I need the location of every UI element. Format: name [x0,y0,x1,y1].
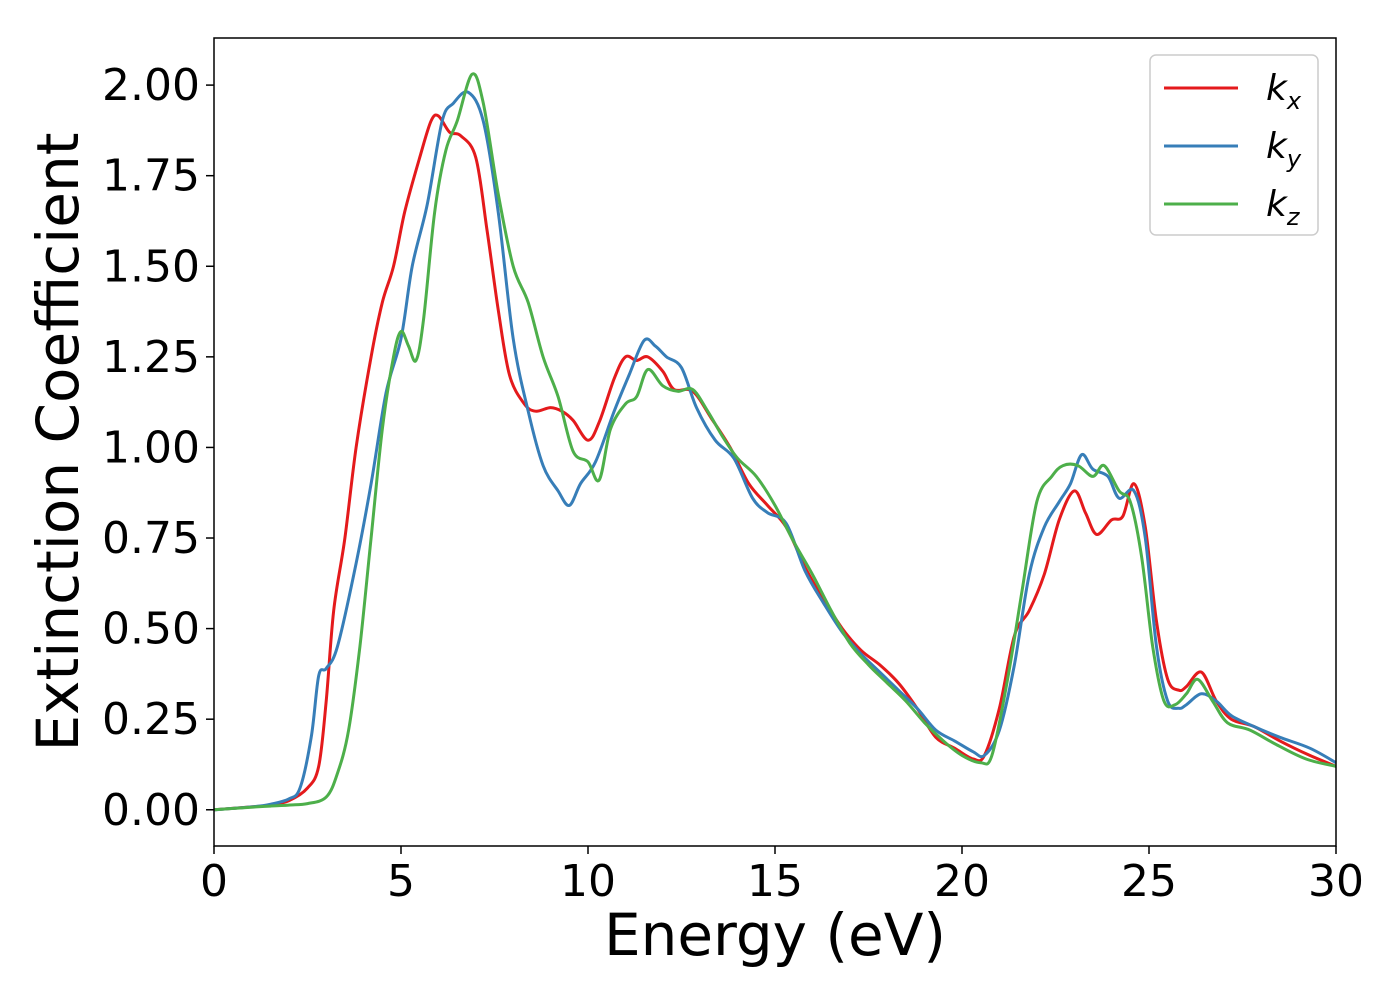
y-tick-label: 1.25 [102,332,200,383]
x-tick-label: 30 [1308,856,1364,907]
y-axis-label: Extinction Coefficient [24,133,92,752]
series-line-ky [213,90,1337,812]
series-line-kz [213,72,1337,812]
y-tick-label: 2.00 [102,60,200,111]
x-tick-label: 0 [200,856,228,907]
y-tick-label: 1.00 [102,422,200,473]
x-tick-label: 20 [934,856,990,907]
x-tick-label: 15 [747,856,803,907]
y-axis-ticks: 0.00 0.25 0.50 0.75 1.00 1.25 1.50 1.75 2.00 [102,60,214,836]
x-tick-label: 10 [560,856,616,907]
y-tick-label: 1.50 [102,241,200,292]
y-tick-label: 0.00 [102,785,200,836]
y-tick-label: 1.75 [102,151,200,202]
legend-label-subscript: x [1286,87,1302,115]
y-tick-label: 0.50 [102,604,200,655]
x-tick-label: 25 [1121,856,1177,907]
y-tick-label: 0.25 [102,694,200,745]
x-axis-label: Energy (eV) [604,901,946,969]
x-tick-label: 5 [387,856,415,907]
series-layer [213,72,1337,812]
legend-label-subscript: z [1286,203,1301,231]
y-tick-label: 0.75 [102,513,200,564]
legend-label-subscript: y [1286,145,1302,173]
x-axis-ticks: 0 5 10 15 20 25 30 [200,846,1364,907]
